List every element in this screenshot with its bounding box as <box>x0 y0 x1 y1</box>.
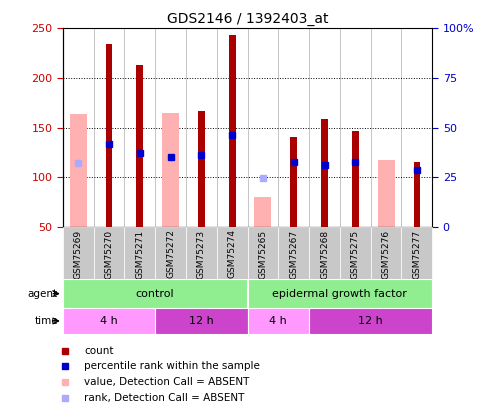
Bar <box>371 227 401 279</box>
Bar <box>198 111 205 227</box>
Bar <box>340 227 371 279</box>
Text: value, Detection Call = ABSENT: value, Detection Call = ABSENT <box>84 377 250 387</box>
Text: rank, Detection Call = ABSENT: rank, Detection Call = ABSENT <box>84 393 244 403</box>
Text: GSM75268: GSM75268 <box>320 229 329 279</box>
Bar <box>162 113 179 227</box>
Bar <box>217 227 247 279</box>
Text: GSM75273: GSM75273 <box>197 229 206 279</box>
Bar <box>321 119 328 227</box>
Text: GSM75272: GSM75272 <box>166 229 175 278</box>
Text: 12 h: 12 h <box>358 316 383 326</box>
Bar <box>155 308 248 334</box>
Title: GDS2146 / 1392403_at: GDS2146 / 1392403_at <box>167 12 328 26</box>
Text: 4 h: 4 h <box>100 316 118 326</box>
Text: GSM75267: GSM75267 <box>289 229 298 279</box>
Bar <box>125 227 155 279</box>
Text: GSM75277: GSM75277 <box>412 229 421 279</box>
Text: control: control <box>136 289 174 298</box>
Bar <box>248 308 309 334</box>
Bar <box>401 227 432 279</box>
Text: percentile rank within the sample: percentile rank within the sample <box>84 361 260 371</box>
Bar <box>106 44 113 227</box>
Text: 4 h: 4 h <box>270 316 287 326</box>
Bar <box>378 160 395 227</box>
Text: GSM75265: GSM75265 <box>258 229 268 279</box>
Bar <box>229 35 236 227</box>
Text: agent: agent <box>28 289 58 298</box>
Text: GSM75276: GSM75276 <box>382 229 391 279</box>
Bar <box>278 227 309 279</box>
Bar <box>155 227 186 279</box>
Text: GSM75274: GSM75274 <box>227 229 237 278</box>
Bar <box>63 308 155 334</box>
Bar <box>413 162 420 227</box>
Bar <box>290 136 297 227</box>
Bar <box>247 227 278 279</box>
Bar <box>309 227 340 279</box>
Text: GSM75271: GSM75271 <box>135 229 144 279</box>
Text: 12 h: 12 h <box>189 316 213 326</box>
Bar <box>70 114 86 227</box>
Bar <box>94 227 125 279</box>
Text: GSM75275: GSM75275 <box>351 229 360 279</box>
Text: GSM75269: GSM75269 <box>74 229 83 279</box>
Bar <box>352 130 359 227</box>
Bar <box>63 227 94 279</box>
Bar <box>186 227 217 279</box>
Bar <box>136 65 143 227</box>
Bar <box>309 308 432 334</box>
Bar <box>255 197 271 227</box>
Text: GSM75270: GSM75270 <box>104 229 114 279</box>
Text: count: count <box>84 346 114 356</box>
Text: time: time <box>34 316 58 326</box>
Text: epidermal growth factor: epidermal growth factor <box>272 289 407 298</box>
